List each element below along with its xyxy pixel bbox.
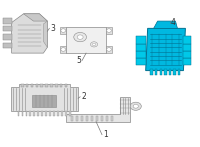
Polygon shape [136, 51, 146, 58]
Polygon shape [183, 51, 191, 58]
Bar [53, 111, 55, 116]
Bar [76, 116, 78, 121]
Polygon shape [146, 28, 185, 71]
Polygon shape [3, 35, 12, 40]
Polygon shape [60, 46, 66, 53]
Bar [60, 84, 62, 87]
Bar [31, 84, 33, 87]
Bar [178, 69, 180, 75]
Bar [21, 84, 24, 87]
Bar [18, 111, 19, 116]
Bar [40, 84, 43, 87]
Polygon shape [3, 19, 12, 24]
Polygon shape [66, 27, 106, 53]
Polygon shape [12, 14, 47, 53]
Bar [57, 111, 59, 116]
Bar [111, 116, 113, 121]
Circle shape [61, 29, 66, 32]
Bar [91, 116, 93, 121]
Polygon shape [11, 84, 78, 111]
Bar [96, 116, 98, 121]
Bar [50, 84, 53, 87]
Bar [26, 111, 27, 116]
Polygon shape [60, 27, 66, 34]
Polygon shape [136, 58, 146, 66]
Bar [33, 111, 35, 116]
Polygon shape [183, 44, 191, 51]
Circle shape [77, 35, 83, 39]
Circle shape [133, 104, 138, 108]
Bar [36, 84, 38, 87]
Bar [71, 116, 73, 121]
Text: 2: 2 [81, 92, 86, 101]
Circle shape [74, 32, 86, 42]
Bar [86, 116, 88, 121]
Bar [22, 111, 23, 116]
Bar [37, 111, 39, 116]
Bar [45, 111, 47, 116]
Text: 4: 4 [171, 18, 175, 27]
Bar [106, 116, 108, 121]
Bar [101, 116, 103, 121]
Polygon shape [136, 36, 146, 44]
Circle shape [107, 48, 111, 51]
Polygon shape [183, 58, 191, 66]
Text: 3: 3 [50, 24, 55, 33]
Bar [150, 69, 153, 75]
Polygon shape [106, 27, 112, 34]
Polygon shape [136, 44, 146, 51]
Circle shape [130, 102, 141, 110]
Polygon shape [3, 26, 12, 31]
Bar [26, 84, 28, 87]
Bar [45, 84, 48, 87]
Circle shape [107, 29, 111, 32]
Polygon shape [66, 97, 130, 122]
Text: 1: 1 [103, 130, 108, 139]
Bar [155, 69, 157, 75]
Polygon shape [3, 43, 12, 49]
Bar [160, 69, 162, 75]
Polygon shape [24, 14, 47, 21]
Bar [55, 84, 58, 87]
Bar [32, 95, 56, 107]
Bar [173, 69, 176, 75]
Bar [164, 69, 167, 75]
Bar [61, 111, 63, 116]
Polygon shape [154, 21, 177, 28]
Bar [69, 111, 71, 116]
Bar [29, 111, 31, 116]
Text: 5: 5 [76, 56, 81, 65]
Bar [65, 84, 67, 87]
Bar [41, 111, 43, 116]
Bar [81, 116, 83, 121]
Bar [65, 111, 67, 116]
Circle shape [92, 43, 96, 46]
Circle shape [61, 48, 66, 51]
Polygon shape [183, 36, 191, 44]
Bar [169, 69, 171, 75]
Polygon shape [43, 21, 47, 47]
Polygon shape [106, 46, 112, 53]
Bar [49, 111, 51, 116]
Circle shape [90, 42, 98, 47]
